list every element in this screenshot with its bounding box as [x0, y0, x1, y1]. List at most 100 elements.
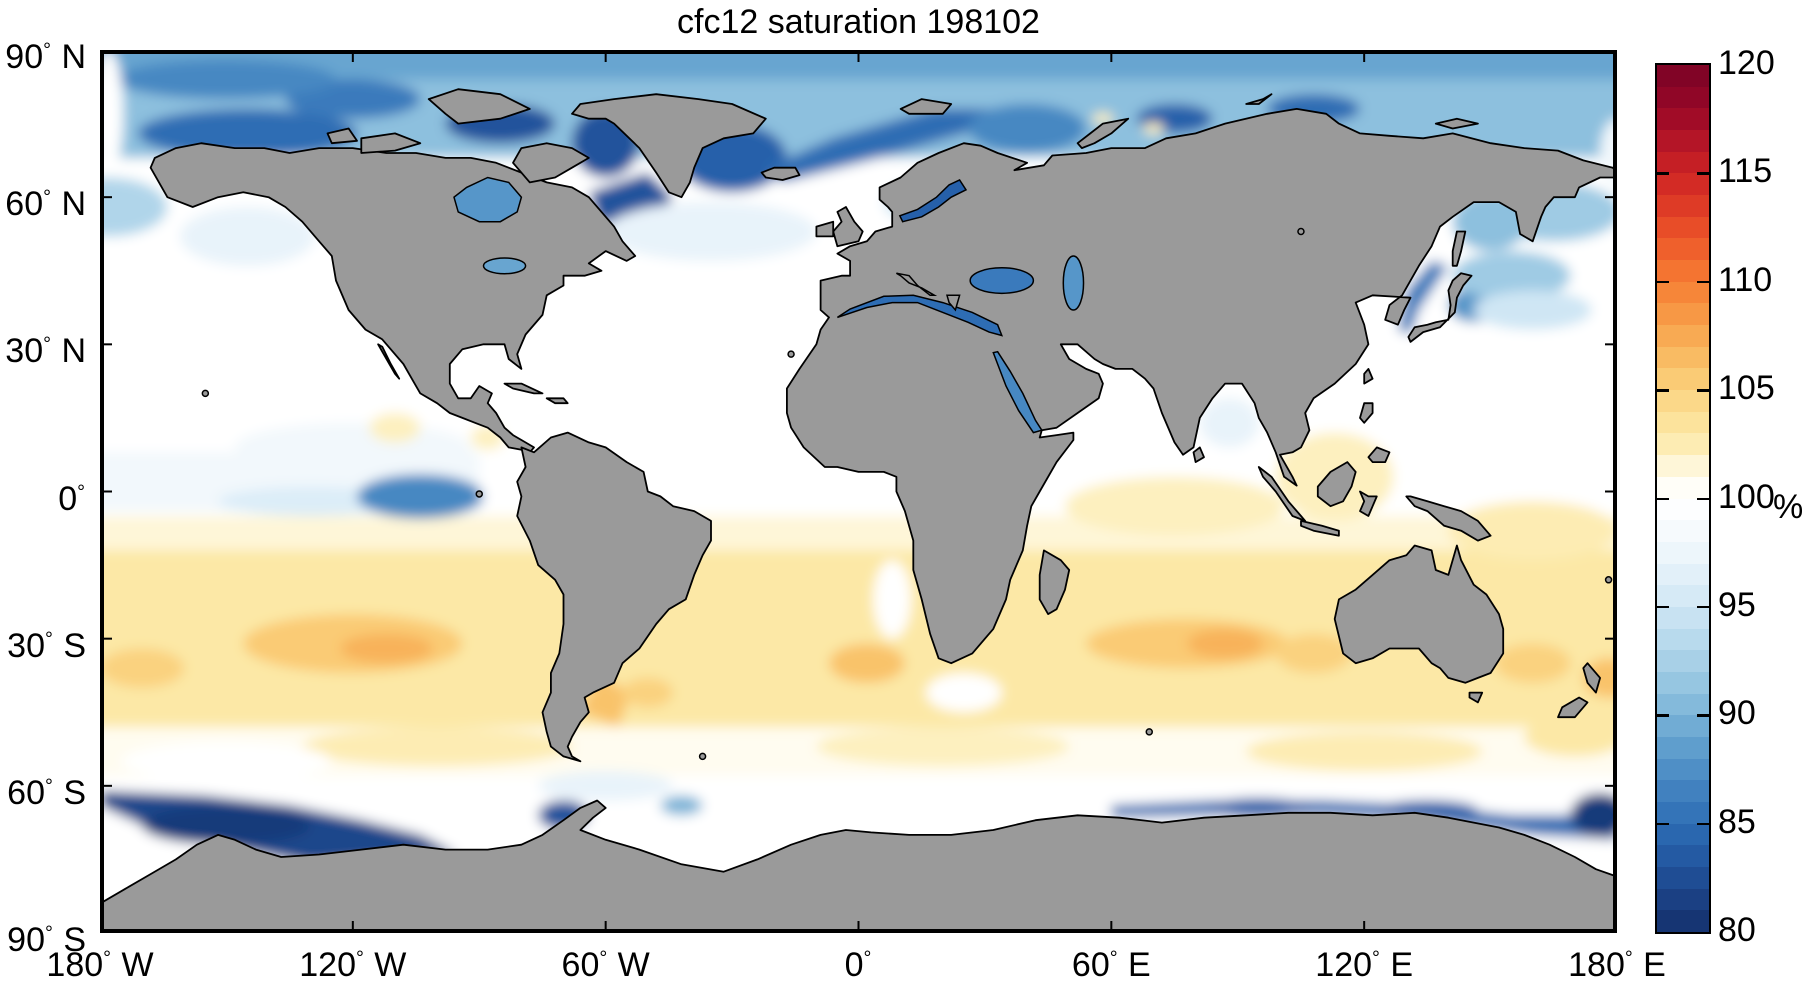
- colorbar-tick-label: 115: [1718, 152, 1773, 191]
- colorbar-tick: [1697, 280, 1709, 284]
- ocean-field-shape: [100, 177, 168, 237]
- land-madagascar: [1038, 549, 1071, 615]
- colorbar-band: [1657, 108, 1709, 131]
- map-plot: [99, 49, 1618, 934]
- lake-hudson-bay: [453, 176, 523, 223]
- colorbar-band: [1657, 260, 1709, 283]
- land-taiwan: [1363, 368, 1374, 385]
- colorbar-tick-label: 80: [1718, 911, 1756, 949]
- land-new-zealand-south: [1557, 696, 1589, 719]
- colorbar-tick-label: 120: [1718, 44, 1775, 82]
- colorbar-tick: [1657, 280, 1669, 284]
- colorbar-band: [1657, 780, 1709, 803]
- land-greenland: [571, 93, 767, 199]
- colorbar-band: [1657, 801, 1709, 825]
- colorbar-tick: [1697, 497, 1709, 500]
- ocean-field-shape: [180, 206, 315, 266]
- lakes-layer: [201, 176, 1613, 761]
- colorbar-tick: [1657, 822, 1669, 826]
- colorbar-band: [1657, 866, 1709, 890]
- colorbar: [1655, 63, 1711, 934]
- colorbar-tick: [1657, 389, 1669, 392]
- ocean-field-shape: [217, 486, 404, 517]
- ocean-field-shape: [116, 59, 336, 100]
- colorbar-band: [1657, 671, 1709, 695]
- island-dot: [1145, 728, 1154, 736]
- island-dot: [1297, 227, 1305, 236]
- land-baja-california: [377, 343, 401, 380]
- land-japan: [1407, 272, 1473, 343]
- land-south-america: [516, 431, 712, 763]
- colorbar-band: [1657, 476, 1709, 499]
- colorbar-band: [1657, 151, 1709, 174]
- colorbar-band: [1657, 65, 1709, 88]
- ocean-field-shape: [100, 648, 185, 688]
- colorbar-band: [1657, 758, 1709, 781]
- land-severnaya-zemlya: [1245, 93, 1273, 105]
- land-sri-lanka: [1192, 446, 1205, 463]
- colorbar-tick: [1657, 497, 1669, 500]
- colorbar-tick-label: 90: [1718, 694, 1756, 733]
- colorbar-tick-label: 110: [1718, 260, 1773, 299]
- colorbar-tick-label: 95: [1718, 585, 1756, 624]
- ocean-field-shape: [1473, 290, 1592, 330]
- lon-tick-label: 120° E: [1315, 945, 1414, 984]
- colorbar-tick: [1657, 605, 1669, 609]
- ocean-field-shape: [873, 560, 912, 639]
- ocean-field-shape: [829, 643, 905, 683]
- ocean-field-shape: [100, 50, 124, 178]
- land-banks-island: [326, 127, 358, 145]
- colorbar-band: [1657, 693, 1709, 716]
- ocean-field-shape: [369, 413, 421, 443]
- colorbar-tick: [1697, 605, 1709, 609]
- colorbar-band: [1657, 910, 1709, 933]
- lake-black-sea: [969, 267, 1035, 295]
- colorbar-band: [1657, 606, 1709, 630]
- lake-caspian-sea: [1062, 255, 1085, 311]
- land-sumatra: [1257, 466, 1307, 522]
- plot-border: [100, 50, 1617, 933]
- colorbar-tick-label: 100: [1718, 477, 1775, 516]
- colorbar-band: [1657, 736, 1709, 760]
- figure-title: cfc12 saturation 198102: [677, 3, 1040, 41]
- colorbar-band: [1657, 455, 1709, 478]
- ocean-field-shape: [302, 726, 572, 767]
- colorbar-unit-label: %: [1773, 487, 1804, 526]
- lon-tick-label: 180° W: [46, 945, 154, 984]
- land-baffin-island: [512, 142, 590, 184]
- ocean-field-shape: [357, 474, 484, 519]
- lon-tick-label: 60° E: [1071, 945, 1151, 984]
- lat-tick-label: 60° N: [5, 184, 86, 223]
- ocean-field-shape: [1275, 633, 1352, 674]
- land-great-britain: [832, 206, 864, 248]
- island-dot: [787, 350, 795, 358]
- colorbar-tick: [1657, 172, 1669, 175]
- lat-tick-label: 90° N: [5, 37, 86, 76]
- land-mindanao: [1367, 446, 1391, 463]
- ocean-field-shape: [1494, 643, 1571, 683]
- lat-tick-label: 0°: [58, 479, 86, 518]
- ocean-field-shape: [1452, 251, 1571, 301]
- colorbar-band: [1657, 390, 1709, 413]
- land-svalbard: [899, 98, 953, 115]
- colorbar-tick-label: 85: [1718, 802, 1756, 841]
- island-dot: [201, 389, 210, 398]
- land-hispaniola: [545, 397, 569, 405]
- ocean-field-shape: [1570, 793, 1617, 838]
- ocean-field-shape: [538, 771, 674, 801]
- colorbar-band: [1657, 585, 1709, 608]
- land-antarctica: [100, 799, 1617, 933]
- map-layers: [100, 50, 1617, 933]
- colorbar-band: [1657, 238, 1709, 261]
- land-sakhalin: [1451, 230, 1467, 267]
- land-cuba: [503, 382, 544, 395]
- island-dot: [475, 490, 483, 498]
- ocean-field-shape: [660, 795, 703, 816]
- colorbar-tick: [1697, 389, 1709, 392]
- land-new-siberian-islands: [1434, 117, 1479, 130]
- land-iceland: [760, 166, 801, 181]
- land-australia: [1333, 544, 1505, 684]
- ocean-field-shape: [142, 805, 311, 845]
- island-dot: [698, 752, 707, 761]
- lake-baltic-sea: [898, 179, 968, 223]
